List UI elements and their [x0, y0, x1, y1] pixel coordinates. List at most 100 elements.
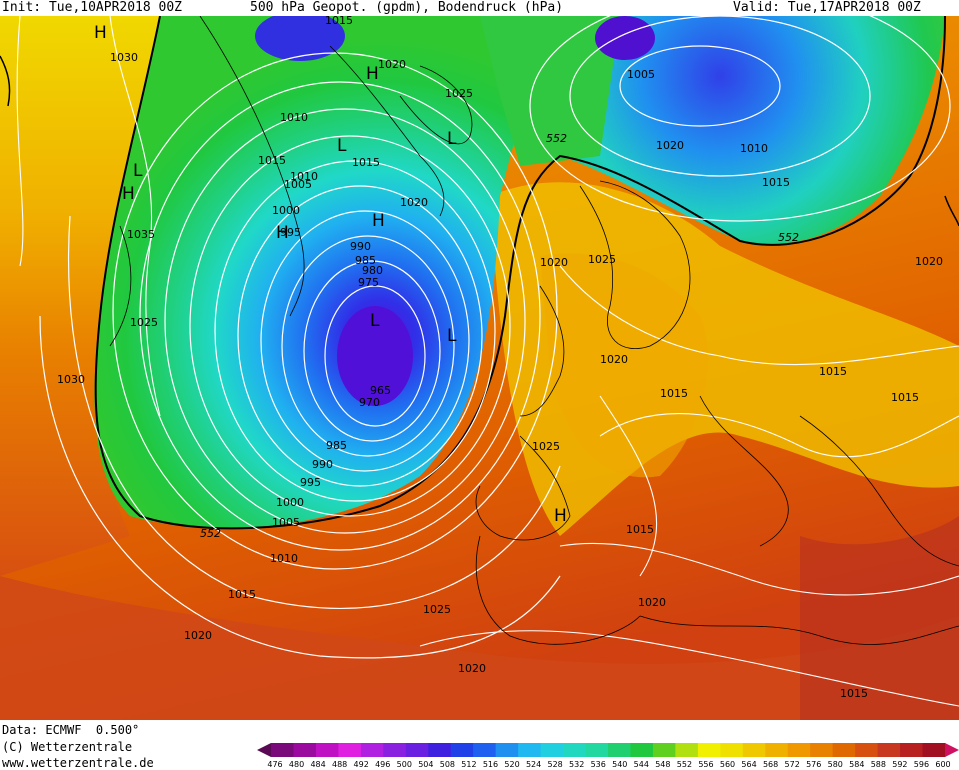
pressure-label: 1020	[378, 58, 406, 71]
colorbar-segment	[765, 743, 789, 757]
high-marker: H	[94, 23, 107, 43]
pressure-label: 1025	[130, 316, 158, 329]
colorbar-tick-label: 488	[332, 760, 348, 769]
valid-time-label: Valid: Tue,17APR2018 00Z	[733, 0, 921, 15]
pressure-label: 1015	[258, 154, 286, 167]
colorbar-tick-label: 564	[741, 760, 757, 769]
init-time-label: Init: Tue,10APR2018 00Z	[2, 0, 183, 15]
pressure-label: 1020	[400, 196, 428, 209]
colorbar-tick-label: 568	[762, 760, 779, 769]
pressure-label: 1020	[656, 139, 684, 152]
low-marker: L	[447, 326, 457, 346]
map-header: Init: Tue,10APR2018 00Z 500 hPa Geopot. …	[0, 0, 959, 16]
trough-connector	[480, 16, 620, 166]
colorbar-tick-label: 544	[633, 760, 649, 769]
pressure-label: 1005	[284, 178, 312, 191]
colorbar-segment	[518, 743, 542, 757]
pressure-label: 1025	[532, 440, 560, 453]
colorbar-tick-label: 536	[590, 760, 606, 769]
low-core-greenland	[255, 16, 345, 61]
high-marker: H	[122, 184, 135, 204]
colorbar-segment	[742, 743, 766, 757]
pressure-label: 985	[326, 439, 347, 452]
colorbar-tick-label: 584	[849, 760, 865, 769]
colorbar-segment	[563, 743, 587, 757]
pressure-centers: H H H H H H L L L L L	[94, 23, 567, 526]
colorbar-segment	[900, 743, 924, 757]
pressure-label: 1020	[638, 596, 666, 609]
colorbar-segment	[922, 743, 946, 757]
southern-warm-band	[0, 576, 959, 720]
pressure-label: 1015	[626, 523, 654, 536]
data-source-label: Data: ECMWF 0.500°	[2, 723, 140, 737]
pressure-label: 970	[359, 396, 380, 409]
colorbar-segment	[720, 743, 744, 757]
colorbar-segment	[271, 743, 294, 757]
pressure-label: 1030	[57, 373, 85, 386]
pressure-label: 980	[362, 264, 383, 277]
color-scale-bar	[257, 743, 959, 757]
copyright-label: (C) Wetterzentrale	[2, 740, 133, 754]
pressure-label: 1020	[600, 353, 628, 366]
colorbar-tick-label: 508	[439, 760, 456, 769]
map-canvas: 1015 1020 1025 1005 1030 1010 1015 1015 …	[0, 16, 959, 720]
colorbar-tick-label: 552	[676, 760, 693, 769]
low-marker: L	[133, 161, 143, 181]
colorbar-tick-label: 560	[719, 760, 736, 769]
pressure-label: 1035	[127, 228, 155, 241]
colorbar-tick-label: 492	[353, 760, 369, 769]
colorbar-segment	[630, 743, 654, 757]
chart-title: 500 hPa Geopot. (gpdm), Bodendruck (hPa)	[250, 0, 564, 15]
weather-map: 1015 1020 1025 1005 1030 1010 1015 1015 …	[0, 16, 959, 720]
high-marker: H	[276, 223, 289, 243]
colorbar-segment	[652, 743, 676, 757]
colorbar-tick-label: 476	[267, 760, 283, 769]
pressure-label: 1020	[458, 662, 486, 675]
colorbar-segment	[855, 743, 879, 757]
colorbar-segment	[293, 743, 317, 757]
colorbar-tick-label: 524	[525, 760, 542, 769]
colorbar-segment	[585, 743, 609, 757]
colorbar-segment	[675, 743, 699, 757]
colorbar-segment	[697, 743, 721, 757]
pressure-label: 1015	[819, 365, 847, 378]
pressure-label: 985	[355, 254, 376, 267]
pressure-label: 1005	[627, 68, 655, 81]
colorbar-tick-label: 580	[827, 760, 843, 769]
low-marker: L	[337, 136, 347, 156]
colorbar-segment	[810, 743, 834, 757]
isobars-northeast-low	[529, 16, 951, 222]
colorbar-segment	[428, 743, 452, 757]
geopot-label: 552	[778, 231, 799, 244]
colorbar-tick-label: 600	[935, 760, 951, 769]
pressure-label: 1025	[588, 253, 616, 266]
pressure-label: 975	[358, 276, 379, 289]
colorbar-segment	[787, 743, 811, 757]
pressure-label: 1005	[272, 516, 300, 529]
pressure-label: 1000	[272, 204, 300, 217]
website-link[interactable]: www.wetterzentrale.de	[2, 756, 154, 770]
colorbar-tick-label: 540	[612, 760, 628, 769]
colorbar-segment	[360, 743, 384, 757]
colorbar-tick-label: 596	[913, 760, 930, 769]
pressure-label: 990	[350, 240, 371, 253]
pressure-label: 1015	[891, 391, 919, 404]
pressure-label: 1020	[184, 629, 212, 642]
pressure-label: 995	[280, 226, 301, 239]
colorbar-tick-label: 556	[698, 760, 714, 769]
high-marker: H	[554, 506, 567, 526]
pressure-label: 1015	[325, 16, 353, 27]
low-core-north	[595, 16, 655, 60]
western-high-field	[0, 16, 200, 576]
high-marker: H	[366, 64, 379, 84]
european-ridge-core	[540, 253, 708, 478]
colorbar-segment	[495, 743, 519, 757]
colorbar-segment	[338, 743, 362, 757]
colorbar-segment	[315, 743, 339, 757]
colorbar-tick-label: 576	[806, 760, 822, 769]
colorbar-segment	[608, 743, 631, 757]
colorbar-tick-label: 512	[461, 760, 477, 769]
pressure-label: 995	[300, 476, 321, 489]
colorbar-tick-label: 548	[655, 760, 671, 769]
colorbar-segment	[832, 743, 856, 757]
